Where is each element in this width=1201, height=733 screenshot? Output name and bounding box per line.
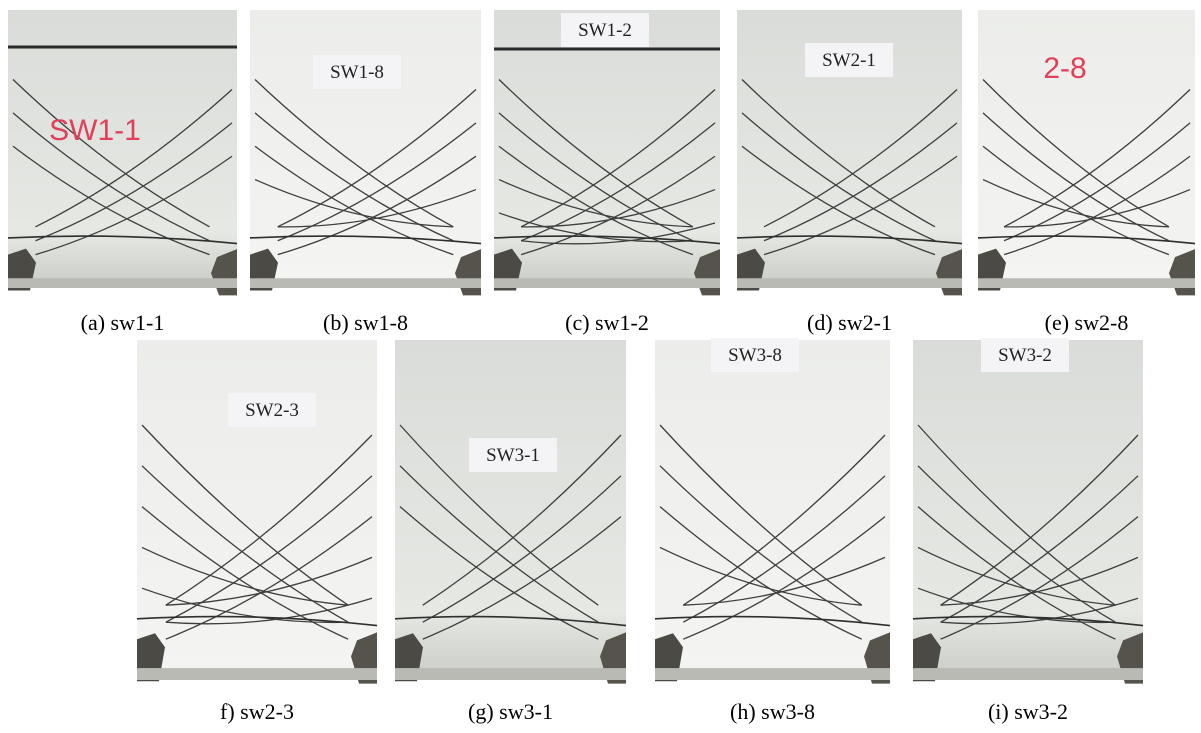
photo-panel: SW1-8 [250, 10, 481, 295]
photo [137, 340, 377, 680]
photo-panel: SW3-1 [395, 340, 626, 684]
base [978, 278, 1195, 288]
specimen-label: SW3-1 [486, 445, 540, 466]
base [913, 668, 1143, 680]
photo-panel: SW2-1 [737, 10, 962, 295]
specimen-label: 2-8 [1043, 52, 1086, 85]
specimen-label: SW1-2 [578, 20, 632, 41]
specimen-label: SW1-8 [330, 62, 384, 83]
photo [913, 340, 1143, 680]
photo [8, 10, 237, 288]
photo [655, 340, 890, 680]
figure: SW1-1 (a) sw1-1 SW1-8 (b) sw1-8 SW1-2 (c) sw1… [0, 0, 1201, 733]
base [494, 278, 720, 288]
photo-panel: SW1-2 [494, 10, 720, 295]
base [395, 668, 626, 680]
photo [494, 10, 720, 288]
caption: (c) sw1-2 [565, 310, 649, 335]
photo [250, 10, 481, 288]
caption: (g) sw3-1 [468, 699, 553, 724]
specimen-label: SW2-3 [245, 400, 299, 421]
specimen-label: SW3-2 [998, 345, 1052, 366]
specimen-label: SW3-8 [728, 345, 782, 366]
base [250, 278, 481, 288]
caption: (i) sw3-2 [988, 699, 1068, 724]
caption: (a) sw1-1 [81, 310, 165, 335]
photo-panel: SW1-1 [8, 10, 237, 295]
photo-panel: SW3-8 [655, 338, 890, 684]
base [137, 668, 377, 680]
photo-panel: SW3-2 [913, 338, 1143, 684]
caption: (h) sw3-8 [730, 699, 815, 724]
caption: (b) sw1-8 [323, 310, 408, 335]
caption: (e) sw2-8 [1045, 310, 1129, 335]
specimen-label: SW2-1 [822, 50, 876, 71]
photo-panel: 2-8 [978, 10, 1195, 295]
caption: (d) sw2-1 [807, 310, 892, 335]
photo-panel: SW2-3 [137, 340, 377, 684]
base [8, 278, 237, 288]
photo [395, 340, 626, 680]
specimen-label: SW1-1 [49, 114, 141, 147]
base [655, 668, 890, 680]
base [737, 278, 962, 288]
caption: f) sw2-3 [220, 699, 294, 724]
